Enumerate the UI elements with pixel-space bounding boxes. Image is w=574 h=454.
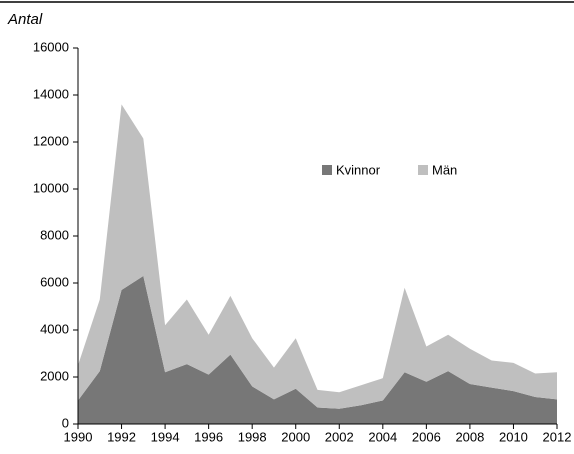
x-tick-label: 2012 bbox=[543, 429, 572, 444]
y-tick-label: 12000 bbox=[33, 133, 69, 148]
x-tick-label: 2000 bbox=[281, 429, 310, 444]
y-tick-label: 6000 bbox=[40, 274, 69, 289]
legend-label: Män bbox=[432, 162, 457, 177]
x-tick-label: 1990 bbox=[64, 429, 93, 444]
legend-swatch bbox=[418, 165, 428, 175]
y-tick-label: 14000 bbox=[33, 86, 69, 101]
x-tick-label: 2008 bbox=[455, 429, 484, 444]
x-tick-label: 1996 bbox=[194, 429, 223, 444]
y-tick-label: 2000 bbox=[40, 368, 69, 383]
y-tick-label: 0 bbox=[62, 415, 69, 430]
y-axis-label: Antal bbox=[7, 11, 43, 28]
legend-swatch bbox=[322, 165, 332, 175]
x-tick-label: 2010 bbox=[499, 429, 528, 444]
x-tick-label: 2004 bbox=[368, 429, 397, 444]
x-tick-label: 1994 bbox=[151, 429, 180, 444]
x-tick-label: 1998 bbox=[238, 429, 267, 444]
y-tick-label: 10000 bbox=[33, 180, 69, 195]
legend-label: Kvinnor bbox=[336, 162, 381, 177]
x-tick-label: 2002 bbox=[325, 429, 354, 444]
area bbox=[78, 104, 557, 409]
area bbox=[78, 275, 557, 424]
y-tick-label: 16000 bbox=[33, 39, 69, 54]
x-tick-label: 1992 bbox=[107, 429, 136, 444]
y-tick-label: 4000 bbox=[40, 321, 69, 336]
y-tick-label: 8000 bbox=[40, 227, 69, 242]
x-tick-label: 2006 bbox=[412, 429, 441, 444]
